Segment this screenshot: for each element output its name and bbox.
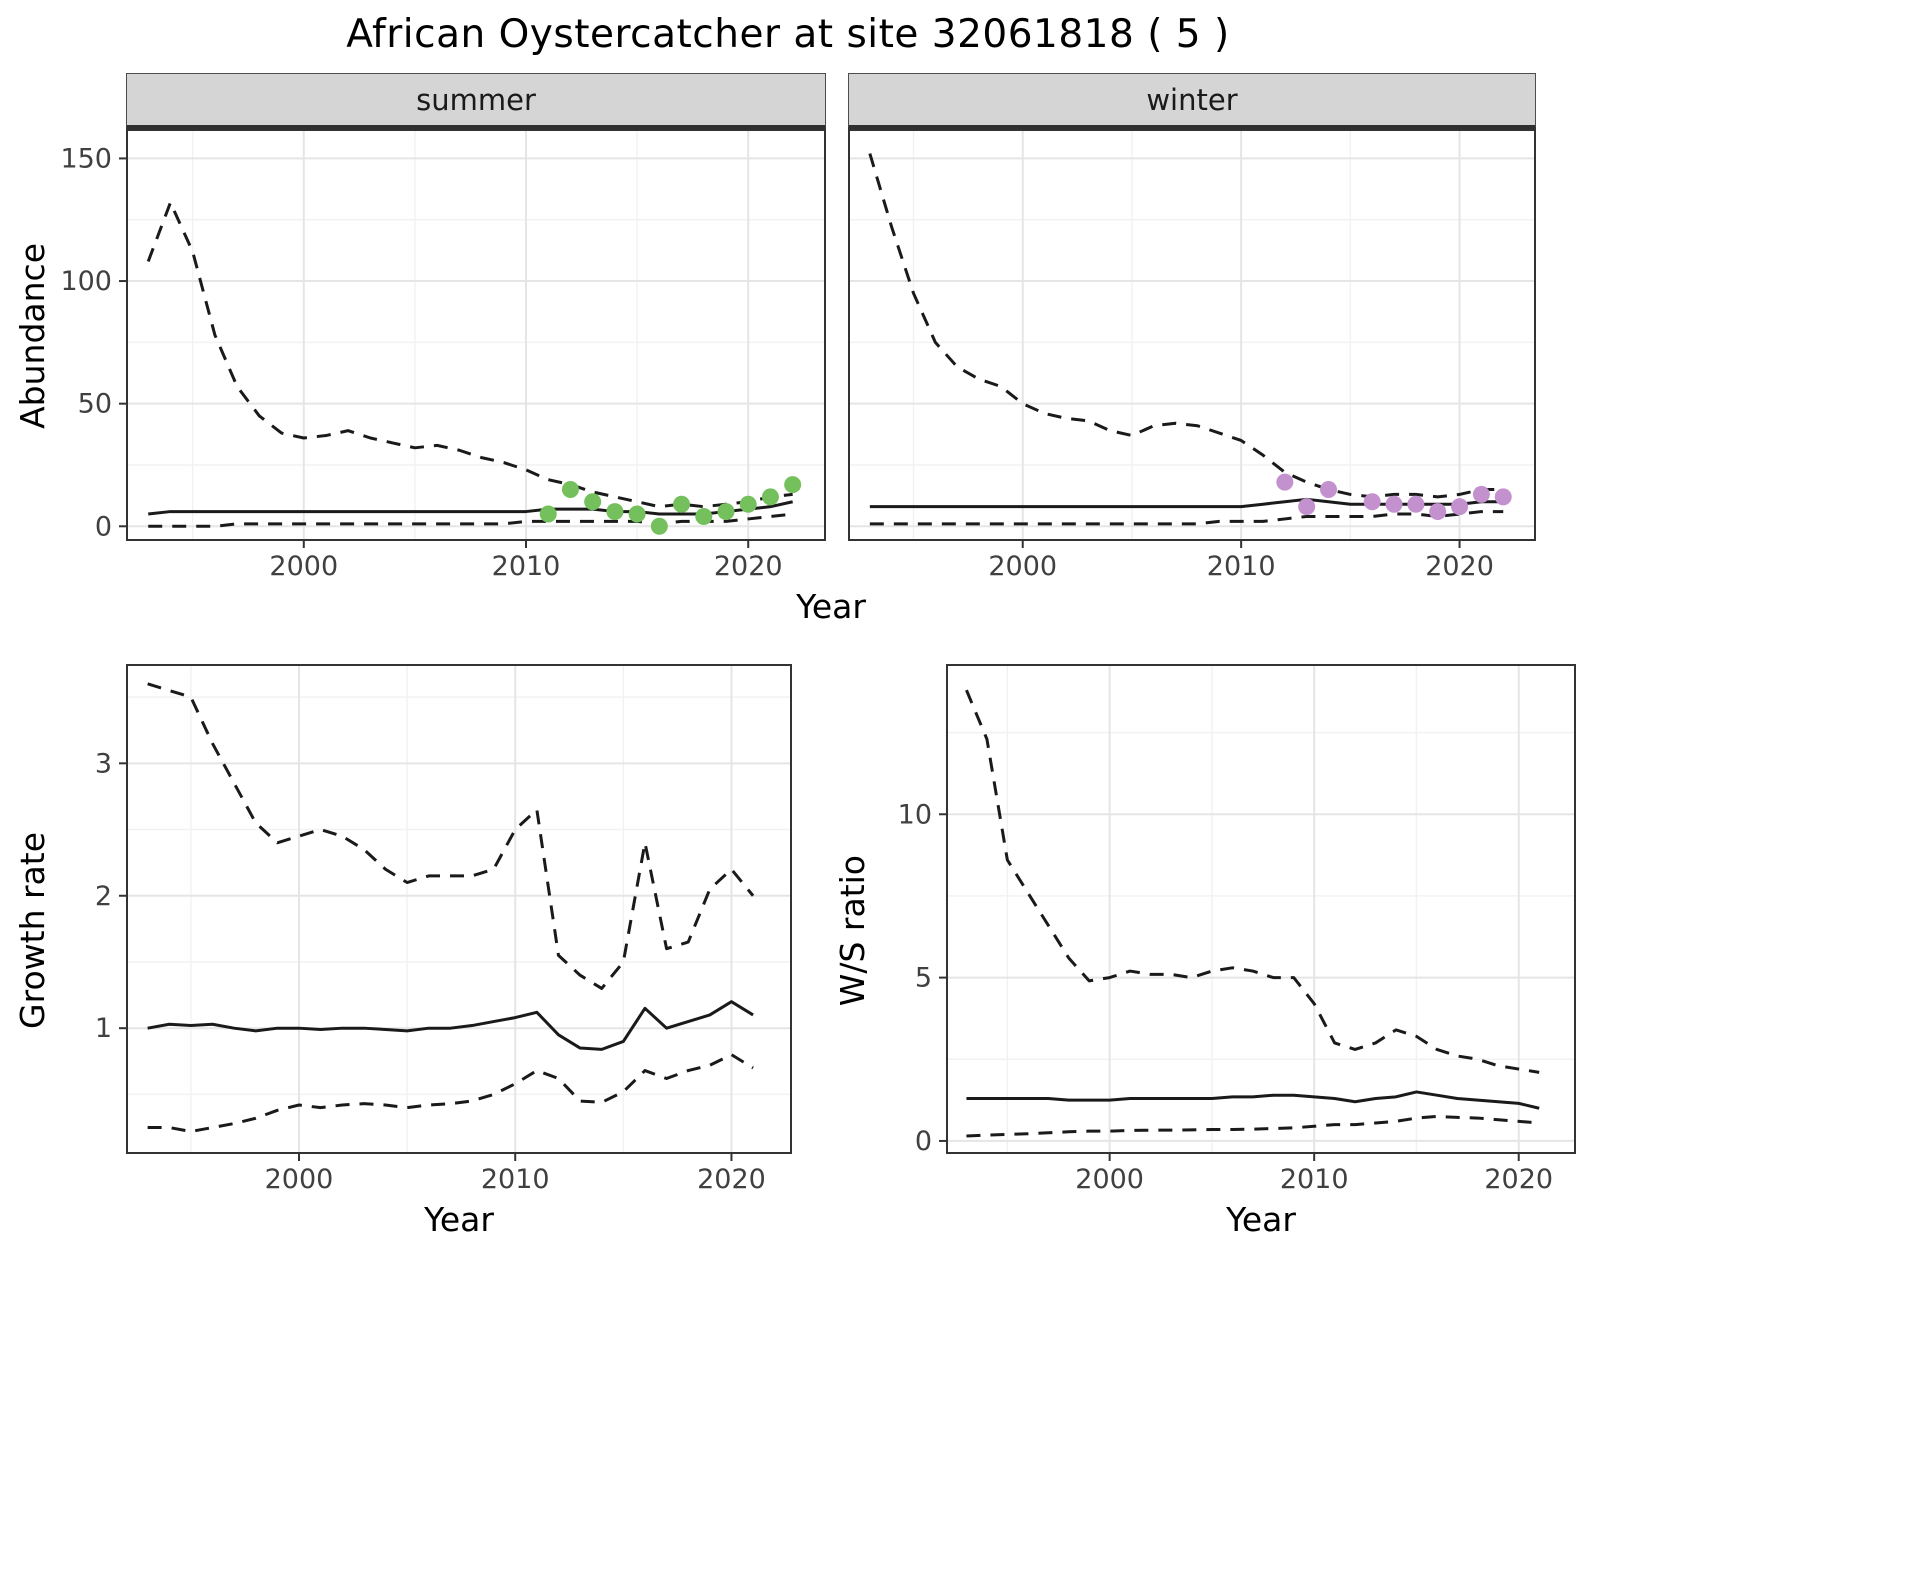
observed-counts-point	[1385, 495, 1403, 513]
facet-strip-summer: summer	[126, 73, 826, 129]
y-tick-label: 150	[60, 143, 112, 174]
observed-counts-point	[1363, 493, 1381, 511]
estimate-line	[147, 1000, 754, 1051]
abundance-y-axis-label-col: Abundance	[8, 73, 56, 583]
y-tick-label: 0	[915, 1126, 932, 1157]
upper-ci-line	[868, 153, 1504, 499]
facet-strip-winter-label: winter	[1146, 82, 1238, 117]
upper-ci-line	[146, 201, 793, 509]
ws-ratio-svg: 2000 2010 2020 0 5 10	[898, 664, 1576, 1195]
observed-counts-point	[739, 495, 757, 513]
abundance-y-axis-label: Abundance	[12, 243, 52, 429]
abundance-summer-svg: 2000 2010 2020 0 50 100 150	[60, 129, 826, 582]
abundance-x-axis-label: Year	[796, 587, 866, 626]
observed-counts-point	[584, 493, 602, 511]
y-tick-label: 3	[95, 748, 112, 779]
figure: African Oystercatcher at site 32061818 (…	[8, 12, 1576, 1239]
panel-border	[126, 129, 826, 541]
growth-rate-x-axis-label: Year	[424, 1200, 494, 1239]
panel-background	[848, 129, 1536, 541]
lower-ci-line	[147, 1053, 754, 1133]
estimate-line	[148, 500, 793, 516]
growth-rate-svg: 2000 2010 2020 1 2 3	[95, 664, 792, 1195]
facet-summer: summer 2000 2010 2020 0 50 100 150	[56, 73, 826, 583]
ws-ratio-y-axis-label-col: W/S ratio	[828, 664, 876, 1239]
observed-counts-point	[1494, 488, 1512, 506]
abundance-plot: Abundance summer 2000 2010 2020 0 50 100 150 w…	[8, 73, 1568, 583]
panel-background	[126, 129, 826, 541]
growth-rate-plot: Growth rate 2000 2010 2020 1 2 3 Year	[8, 664, 792, 1239]
upper-ci-line	[965, 689, 1540, 1074]
x-tick-label: 2010	[481, 1164, 550, 1195]
observed-counts-point	[784, 476, 802, 494]
observed-counts-point	[717, 503, 735, 521]
observed-counts-point	[761, 488, 779, 506]
bottom-row: Growth rate 2000 2010 2020 1 2 3 Year W/S rat…	[8, 664, 1576, 1239]
x-tick-label: 2000	[1075, 1164, 1144, 1195]
abundance-winter-svg: 2000 2010 2020	[848, 129, 1536, 582]
observed-counts-point	[561, 481, 579, 498]
abundance-summer-panel: 2000 2010 2020 0 50 100 150	[56, 129, 826, 583]
panel-border	[126, 664, 792, 1154]
panel-border	[848, 129, 1536, 541]
y-tick-label: 2	[95, 881, 112, 912]
observed-counts-point	[1429, 503, 1447, 521]
observed-counts-point	[1276, 473, 1294, 491]
upper-ci-line	[147, 682, 755, 990]
growth-rate-chart-col: 2000 2010 2020 1 2 3 Year	[56, 664, 792, 1239]
ws-ratio-x-axis-label: Year	[1226, 1200, 1296, 1239]
lower-ci-line	[148, 512, 793, 528]
observed-counts-point	[1298, 498, 1316, 516]
abundance-winter-panel: 2000 2010 2020	[848, 129, 1536, 583]
facet-winter: winter 2000 2010 2020	[848, 73, 1536, 583]
figure-title: African Oystercatcher at site 32061818 (…	[346, 12, 1230, 57]
observed-counts-point	[1472, 485, 1490, 503]
facet-strip-winter: winter	[848, 73, 1536, 129]
observed-counts-point	[1451, 498, 1469, 516]
x-tick-label: 2010	[1207, 551, 1276, 582]
panel-background	[126, 664, 792, 1154]
observed-counts-point	[1320, 481, 1338, 498]
x-tick-label: 2010	[1280, 1164, 1349, 1195]
x-tick-label: 2000	[269, 551, 338, 582]
growth-rate-panel: 2000 2010 2020 1 2 3	[56, 664, 792, 1196]
y-tick-label: 50	[78, 389, 112, 420]
lower-ci-line	[869, 510, 1504, 526]
estimate-line	[966, 1090, 1540, 1110]
ws-ratio-panel: 2000 2010 2020 0 5 10	[876, 664, 1576, 1196]
x-tick-label: 2020	[714, 551, 783, 582]
observed-counts-point	[695, 507, 713, 525]
y-tick-label: 10	[898, 799, 932, 830]
x-tick-label: 2000	[265, 1164, 334, 1195]
panel-background	[946, 664, 1576, 1154]
observed-counts-point	[1407, 495, 1425, 513]
x-tick-label: 2010	[492, 551, 561, 582]
panel-border	[946, 664, 1576, 1154]
observed-counts-point	[628, 505, 646, 523]
x-tick-label: 2020	[1484, 1164, 1553, 1195]
growth-rate-y-axis-label-col: Growth rate	[8, 664, 56, 1239]
x-tick-label: 2020	[697, 1164, 766, 1195]
growth-rate-y-axis-label: Growth rate	[12, 832, 52, 1029]
facet-strip-summer-label: summer	[416, 82, 536, 117]
x-tick-label: 2000	[988, 551, 1057, 582]
x-tick-label: 2020	[1425, 551, 1494, 582]
ws-ratio-plot: W/S ratio 2000 2010 2020 0 5 10 Year	[828, 664, 1576, 1239]
y-tick-label: 0	[95, 511, 112, 542]
y-tick-label: 5	[915, 963, 932, 994]
ws-ratio-chart-col: 2000 2010 2020 0 5 10 Year	[876, 664, 1576, 1239]
y-tick-label: 1	[95, 1013, 112, 1044]
observed-counts-point	[539, 505, 557, 523]
observed-counts-point	[650, 517, 668, 535]
observed-counts-point	[606, 503, 624, 521]
observed-counts-point	[673, 495, 691, 513]
ws-ratio-y-axis-label: W/S ratio	[832, 854, 872, 1007]
y-tick-label: 100	[60, 266, 112, 297]
